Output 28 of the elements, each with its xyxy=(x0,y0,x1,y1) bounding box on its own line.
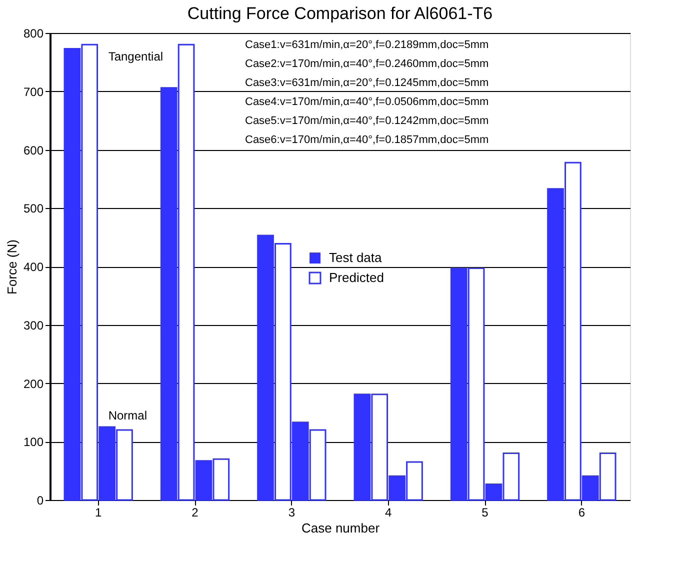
x-tick-label: 6 xyxy=(578,506,586,520)
annotation: Case4:v=170m/min,α=40°,f=0.0506mm,doc=5mm xyxy=(245,96,489,108)
y-tick-label: 200 xyxy=(23,376,44,391)
x-tick-label: 1 xyxy=(94,506,102,520)
y-axis-title: Force (N) xyxy=(4,240,20,294)
annotation: Case5:v=170m/min,α=40°,f=0.1242mm,doc=5mm xyxy=(245,115,489,127)
y-tick-label: 0 xyxy=(36,494,44,508)
y-tick-label: 600 xyxy=(23,143,44,158)
y-tick-label: 300 xyxy=(23,318,44,332)
y-tick-label: 800 xyxy=(23,26,44,40)
x-tick-label: 5 xyxy=(482,506,489,520)
x-axis-title: Case number xyxy=(301,520,380,536)
y-tick-label: 400 xyxy=(23,260,44,274)
y-tick-label: 100 xyxy=(23,435,44,450)
annotation: Case2:v=170m/min,α=40°,f=0.2460mm,doc=5mm xyxy=(245,58,489,70)
annotation: Tangential xyxy=(108,49,164,64)
x-tick-label: 2 xyxy=(192,506,199,520)
legend-label: Predicted xyxy=(329,270,384,285)
annotation: Case3:v=631m/min,α=20°,f=0.1245mm,doc=5mm xyxy=(245,77,489,89)
chart-title: Cutting Force Comparison for Al6061-T6 xyxy=(187,4,493,23)
y-tick-label: 700 xyxy=(23,84,44,99)
annotation: Normal xyxy=(108,408,148,422)
annotation: Case1:v=631m/min,α=20°,f=0.2189mm,doc=5mm xyxy=(245,39,489,51)
x-tick-label: 4 xyxy=(384,506,392,520)
legend-label: Test data xyxy=(329,250,383,265)
y-tick-label: 500 xyxy=(23,202,44,216)
annotation: Case6:v=170m/min,α=40°,f=0.1857mm,doc=5mm xyxy=(245,134,489,146)
x-tick-label: 3 xyxy=(288,506,296,520)
